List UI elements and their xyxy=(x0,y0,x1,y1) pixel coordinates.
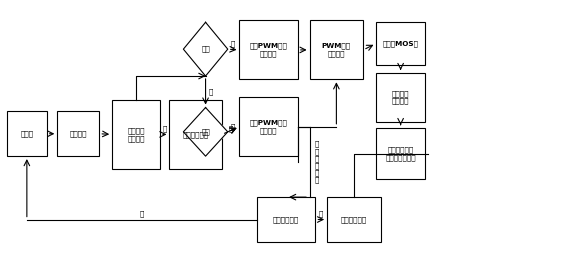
Polygon shape xyxy=(183,22,228,76)
Text: 关闭雨刻电机: 关闭雨刻电机 xyxy=(341,216,367,223)
Text: 电机驱动
控制模块: 电机驱动 控制模块 xyxy=(392,90,409,104)
FancyBboxPatch shape xyxy=(376,128,425,179)
FancyBboxPatch shape xyxy=(239,20,298,79)
Text: 高速PWM信号
输出电路: 高速PWM信号 输出电路 xyxy=(250,43,287,57)
Text: 高速: 高速 xyxy=(201,46,210,52)
FancyBboxPatch shape xyxy=(7,111,47,156)
Text: 是: 是 xyxy=(319,210,324,217)
Text: 信号接口: 信号接口 xyxy=(69,131,87,137)
Text: 低速PWM信号
输出电路: 低速PWM信号 输出电路 xyxy=(250,120,287,134)
Text: 驱动雨刻电机
高速或低速运行: 驱动雨刻电机 高速或低速运行 xyxy=(385,146,416,161)
FancyBboxPatch shape xyxy=(310,20,363,79)
Text: 低速: 低速 xyxy=(201,129,210,135)
Text: 否: 否 xyxy=(140,210,144,217)
Text: 否: 否 xyxy=(209,89,213,95)
Text: 是: 是 xyxy=(231,123,235,130)
FancyBboxPatch shape xyxy=(57,111,99,156)
Text: 信号复位电路: 信号复位电路 xyxy=(183,131,208,138)
Text: 大功率MOS管: 大功率MOS管 xyxy=(383,40,419,47)
Text: PWM信号
放大电路: PWM信号 放大电路 xyxy=(322,43,351,57)
FancyBboxPatch shape xyxy=(376,22,425,65)
Text: 是: 是 xyxy=(228,125,233,132)
Text: 否: 否 xyxy=(162,125,167,132)
FancyBboxPatch shape xyxy=(327,197,381,242)
Text: 过流检测电路: 过流检测电路 xyxy=(273,216,299,223)
FancyBboxPatch shape xyxy=(169,100,222,169)
Polygon shape xyxy=(183,108,228,156)
Text: 是
否
过
载
保
护: 是 否 过 载 保 护 xyxy=(314,141,319,183)
Text: 输入信号
检测电路: 输入信号 检测电路 xyxy=(127,127,145,142)
FancyBboxPatch shape xyxy=(376,73,425,122)
Text: 初始化: 初始化 xyxy=(20,131,33,137)
FancyBboxPatch shape xyxy=(112,100,160,169)
FancyBboxPatch shape xyxy=(257,197,315,242)
Text: 是: 是 xyxy=(231,40,235,47)
FancyBboxPatch shape xyxy=(239,97,298,156)
